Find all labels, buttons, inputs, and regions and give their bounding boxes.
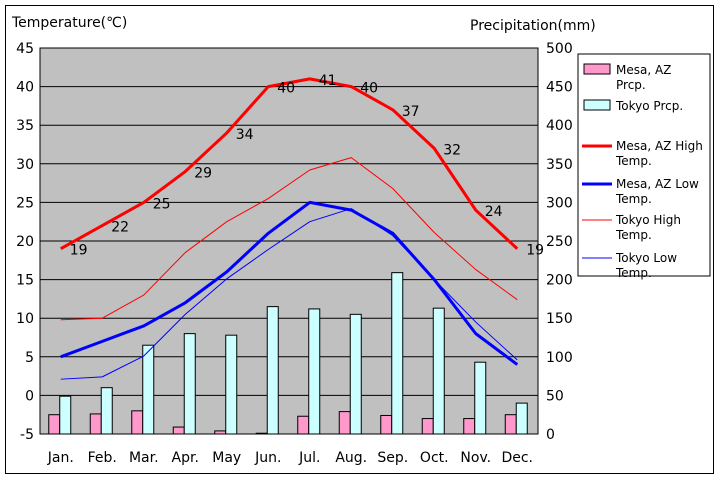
plot-border bbox=[39, 47, 539, 435]
x-tick-label: Aug. bbox=[335, 450, 367, 466]
bar-mesa-prcp bbox=[172, 426, 185, 435]
data-label: 19 bbox=[70, 243, 88, 259]
bar-tokyo-prcp bbox=[225, 334, 238, 435]
right-tick-label: 200 bbox=[546, 273, 573, 289]
data-label: 25 bbox=[153, 196, 171, 212]
left-tick-label: 5 bbox=[25, 350, 34, 366]
bar-mesa-prcp bbox=[297, 415, 310, 435]
bar-tokyo-prcp bbox=[266, 306, 279, 435]
x-tick-label: Jun. bbox=[254, 450, 281, 466]
x-tick-label: May bbox=[212, 450, 241, 466]
bar-tokyo-prcp bbox=[349, 313, 362, 435]
mesa-high-line bbox=[60, 77, 519, 251]
data-label: 40 bbox=[277, 81, 295, 97]
x-tick-label: Oct. bbox=[420, 450, 449, 466]
x-tick-label: Jul. bbox=[298, 450, 320, 466]
bar-mesa-prcp bbox=[463, 418, 476, 435]
legend-label: Mesa, AZ High bbox=[616, 139, 703, 153]
x-tick-label: Nov. bbox=[460, 450, 491, 466]
bar-tokyo-prcp bbox=[142, 344, 155, 435]
left-axis-title: Temperature(℃) bbox=[11, 15, 127, 31]
left-tick-label: -5 bbox=[20, 427, 34, 443]
right-tick-label: 500 bbox=[546, 41, 573, 57]
data-label: 22 bbox=[111, 220, 129, 236]
x-tick-label: Feb. bbox=[88, 450, 117, 466]
right-tick-label: 250 bbox=[546, 234, 573, 250]
right-axis-title: Precipitation(mm) bbox=[470, 18, 596, 34]
data-label: 41 bbox=[319, 73, 337, 89]
right-tick-label: 300 bbox=[546, 195, 573, 211]
bar-mesa-prcp bbox=[48, 414, 61, 435]
legend-label: Mesa, AZ bbox=[616, 63, 671, 77]
legend-label: Tokyo Low bbox=[615, 251, 677, 265]
bar-mesa-prcp bbox=[131, 410, 144, 435]
x-tick-label: Jan. bbox=[47, 450, 74, 466]
left-tick-label: 30 bbox=[16, 157, 34, 173]
x-tick-label: Dec. bbox=[501, 450, 533, 466]
bar-tokyo-prcp bbox=[183, 333, 196, 435]
data-label: 24 bbox=[485, 204, 503, 220]
bar-mesa-prcp bbox=[89, 413, 102, 435]
right-tick-label: 400 bbox=[546, 118, 573, 134]
legend-label: Tokyo High bbox=[615, 213, 681, 227]
x-tick-label: Apr. bbox=[172, 450, 199, 466]
bar-mesa-prcp bbox=[338, 411, 351, 435]
right-tick-label: 0 bbox=[546, 427, 555, 443]
legend-label: Tokyo Prcp. bbox=[615, 99, 683, 113]
right-tick-label: 350 bbox=[546, 157, 573, 173]
data-label: 37 bbox=[402, 104, 420, 120]
x-tick-label: Sep. bbox=[377, 450, 408, 466]
right-tick-label: 450 bbox=[546, 80, 573, 96]
right-tick-label: 150 bbox=[546, 311, 573, 327]
legend-label: Temp. bbox=[615, 154, 652, 168]
legend-box bbox=[577, 53, 711, 277]
bar-tokyo-prcp bbox=[432, 307, 445, 435]
legend-label: Temp. bbox=[615, 266, 652, 280]
data-label: 40 bbox=[360, 81, 378, 97]
data-label: 19 bbox=[526, 243, 544, 259]
bar-mesa-prcp bbox=[421, 418, 434, 435]
bar-tokyo-prcp bbox=[59, 395, 72, 435]
legend-label: Prcp. bbox=[616, 78, 646, 92]
left-tick-label: 45 bbox=[16, 41, 34, 57]
left-tick-label: 35 bbox=[16, 118, 34, 134]
right-tick-label: 100 bbox=[546, 350, 573, 366]
tokyo-low-line bbox=[60, 208, 518, 380]
data-label: 32 bbox=[443, 142, 461, 158]
data-label: 34 bbox=[236, 127, 254, 143]
figure-border bbox=[5, 5, 714, 474]
legend-label: Temp. bbox=[615, 192, 652, 206]
left-tick-label: 40 bbox=[16, 80, 34, 96]
left-tick-label: 20 bbox=[16, 234, 34, 250]
bar-mesa-prcp bbox=[380, 414, 393, 435]
bar-tokyo-prcp bbox=[391, 272, 404, 435]
bar-tokyo-prcp bbox=[515, 402, 528, 435]
legend-swatch bbox=[583, 99, 611, 111]
left-tick-label: 10 bbox=[16, 311, 34, 327]
bar-mesa-prcp bbox=[504, 414, 517, 435]
left-tick-label: 25 bbox=[16, 195, 34, 211]
data-label: 29 bbox=[194, 166, 212, 182]
legend-label: Temp. bbox=[615, 228, 652, 242]
mesa-low-line bbox=[60, 200, 519, 366]
tokyo-high-line bbox=[60, 157, 518, 321]
legend-swatch bbox=[583, 63, 611, 75]
bar-tokyo-prcp bbox=[100, 387, 113, 435]
x-tick-label: Mar. bbox=[129, 450, 159, 466]
bar-tokyo-prcp bbox=[474, 361, 487, 435]
legend-label: Mesa, AZ Low bbox=[616, 177, 699, 191]
plot-area: 19 22 25 29 34 40 41 40 37 32 24 19 45 40 35 30 25 20 15 10… bbox=[16, 41, 573, 466]
bar-tokyo-prcp bbox=[308, 308, 321, 435]
right-tick-label: 50 bbox=[546, 388, 564, 404]
left-tick-label: 15 bbox=[16, 273, 34, 289]
left-tick-label: 0 bbox=[25, 388, 34, 404]
